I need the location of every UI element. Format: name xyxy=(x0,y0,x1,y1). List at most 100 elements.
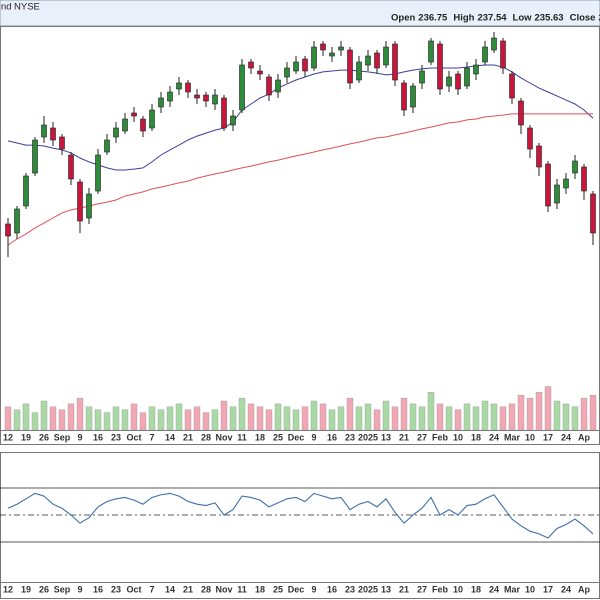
candle-body xyxy=(581,166,587,192)
candle-body xyxy=(455,73,461,90)
x-tick-label: 10 xyxy=(453,584,463,594)
x-tick-label: 25 xyxy=(273,584,283,594)
volume-bar xyxy=(238,397,246,431)
candle-body xyxy=(41,124,47,138)
volume-bar xyxy=(13,409,21,431)
volume-bar xyxy=(157,409,165,431)
candle-body xyxy=(482,46,488,63)
candle-body xyxy=(95,154,101,192)
volume-bar xyxy=(526,397,534,431)
candle-body xyxy=(392,43,398,81)
volume-bar xyxy=(202,412,210,431)
candle-body xyxy=(239,64,245,111)
volume-bar xyxy=(589,395,597,431)
volume-bar xyxy=(553,400,561,431)
x-tick-label: 23 xyxy=(345,584,355,594)
quote-label: Open xyxy=(391,13,415,24)
volume-bar xyxy=(283,406,291,431)
volume-bar xyxy=(112,406,120,431)
candle-body xyxy=(68,154,74,180)
candle-body xyxy=(419,70,425,84)
x-tick-label: 23 xyxy=(111,584,121,594)
volume-bar xyxy=(535,392,543,431)
candle-body xyxy=(491,37,497,51)
volume-bar xyxy=(265,409,273,431)
candle-body xyxy=(527,127,533,150)
x-tick-label: 19 xyxy=(21,584,31,594)
candle-body xyxy=(293,61,299,72)
moving-average xyxy=(7,64,594,171)
candle-body xyxy=(428,40,434,63)
x-tick-label: 18 xyxy=(255,584,265,594)
x-tick-label: 28 xyxy=(201,432,211,442)
candle-body xyxy=(320,43,326,51)
x-tick-label: Oct xyxy=(126,584,141,594)
x-tick-label: Nov xyxy=(215,432,232,442)
candle-body xyxy=(131,112,137,117)
candle-body xyxy=(113,127,119,138)
volume-bar xyxy=(193,406,201,431)
candle-body xyxy=(149,109,155,129)
candle-body xyxy=(275,79,281,93)
candle-body xyxy=(374,52,380,69)
volume-bar xyxy=(346,397,354,431)
header-bar xyxy=(0,0,600,27)
candle-body xyxy=(257,70,263,75)
volume-bar xyxy=(211,409,219,431)
x-tick-label: Mar xyxy=(504,432,521,442)
x-tick-label: 21 xyxy=(399,432,409,442)
quote-label: Close xyxy=(570,13,596,24)
candle-body xyxy=(5,223,11,237)
candle-body xyxy=(14,208,20,234)
x-tick-label: Ap xyxy=(578,584,590,594)
volume-bar xyxy=(103,412,111,431)
volume-bar xyxy=(328,409,336,431)
x-tick-label: 13 xyxy=(381,584,391,594)
volume-bar xyxy=(445,406,453,431)
x-tick-label: 9 xyxy=(77,432,82,442)
candle-body xyxy=(50,127,56,141)
candle-body xyxy=(590,193,596,234)
x-tick-label: Dec xyxy=(288,584,305,594)
volume-bar xyxy=(256,406,264,431)
volume-bar xyxy=(373,409,381,431)
volume-bar xyxy=(22,403,30,431)
volume-bar xyxy=(427,392,435,431)
x-tick-label: 16 xyxy=(327,432,337,442)
moving-average xyxy=(7,113,593,246)
candle-body xyxy=(410,85,416,108)
candle-body xyxy=(86,193,92,219)
quote-label: High xyxy=(453,13,474,24)
x-tick-label: 12 xyxy=(3,432,13,442)
rsi-panel xyxy=(0,452,600,599)
volume-bar xyxy=(67,403,75,431)
x-tick-label: 21 xyxy=(399,584,409,594)
candle-body xyxy=(446,76,452,87)
volume-bar xyxy=(220,400,228,431)
x-tick-label: Feb xyxy=(432,584,449,594)
volume-bar xyxy=(310,400,318,431)
x-tick-label: 21 xyxy=(183,432,193,442)
candle-body xyxy=(563,178,569,189)
volume-bar xyxy=(31,412,39,431)
x-tick-label: 25 xyxy=(273,432,283,442)
x-tick-label: 2025 xyxy=(358,584,378,594)
x-tick-label: 10 xyxy=(525,584,535,594)
candle-body xyxy=(176,82,182,90)
x-tick-label: 9 xyxy=(77,584,82,594)
volume-bar xyxy=(337,406,345,431)
x-tick-label: 21 xyxy=(183,584,193,594)
volume-bar xyxy=(166,406,174,431)
candle-body xyxy=(311,46,317,69)
volume-bar xyxy=(355,406,363,431)
volume-bar xyxy=(76,397,84,431)
volume-bar xyxy=(490,403,498,431)
x-tick-label: Mar xyxy=(504,584,521,594)
candle-body xyxy=(464,67,470,87)
volume-bar xyxy=(301,406,309,431)
candle-body xyxy=(32,139,38,174)
x-tick-label: 16 xyxy=(93,584,103,594)
volume-bar xyxy=(463,403,471,431)
candle-body xyxy=(347,49,353,84)
